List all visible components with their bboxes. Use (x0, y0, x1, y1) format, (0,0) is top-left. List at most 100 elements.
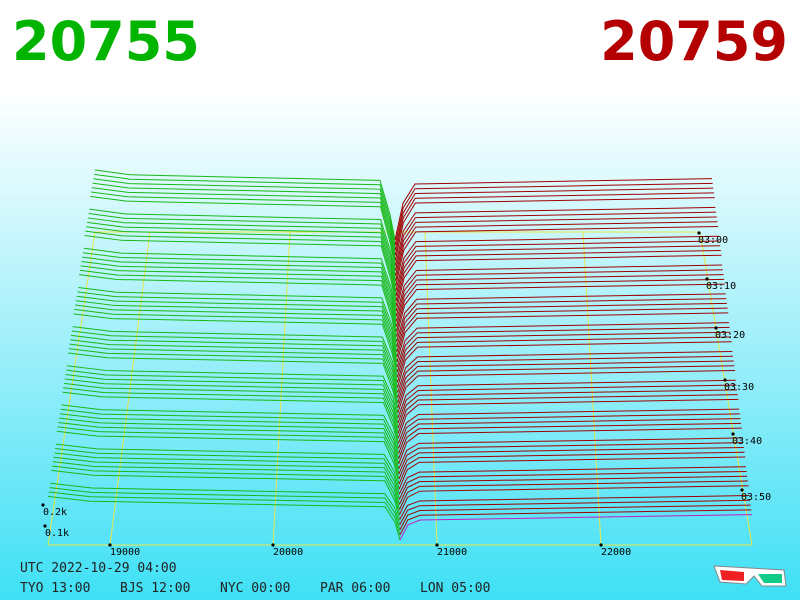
ask-ribbon (394, 192, 715, 256)
3d-glasses-icon (713, 565, 787, 587)
tick-dot (731, 432, 735, 436)
bid-ribbon (50, 482, 401, 525)
bid-ribbon (55, 447, 400, 495)
price-tick-label: 22000 (601, 547, 631, 558)
bid-ribbon (67, 352, 399, 413)
bid-ribbon (84, 235, 397, 307)
bid-ribbon (56, 430, 400, 485)
bid-ribbon (69, 343, 399, 403)
city-clock: TYO 13:00 (20, 581, 90, 596)
ask-ribbon (395, 250, 721, 307)
ask-ribbon (397, 398, 739, 439)
bid-ribbon (75, 304, 398, 368)
ask-ribbon (397, 370, 736, 414)
bid-ribbon (70, 339, 399, 398)
ask-ribbon (396, 341, 732, 388)
ask-ribbon (395, 274, 724, 327)
bid-ribbon (90, 191, 396, 266)
ask-ribbon (395, 240, 720, 297)
ask-ribbon (398, 456, 746, 490)
ask-ribbon (395, 235, 719, 291)
time-tick-label: 03:30 (724, 382, 754, 393)
grid-line (272, 231, 291, 546)
ask-ribbon (395, 221, 718, 281)
ask-ribbon (395, 264, 723, 317)
bid-ribbon (80, 265, 398, 332)
bid-ribbon (67, 365, 399, 419)
bid-ribbon (73, 313, 398, 378)
ask-ribbon (395, 269, 723, 322)
ask-ribbon (396, 302, 727, 352)
ask-ribbon (398, 475, 748, 505)
time-tick-label: 03:00 (698, 235, 728, 246)
bid-ribbon (54, 452, 400, 500)
bid-ribbon (83, 247, 397, 312)
ask-ribbon (395, 225, 719, 286)
time-tick-label: 03:10 (706, 281, 736, 292)
price-tick-label: 21000 (437, 547, 467, 558)
time-tick-label: 03:20 (715, 330, 745, 341)
bid-ribbon (85, 230, 397, 302)
ask-ribbon (399, 480, 748, 510)
ask-ribbon (394, 206, 716, 266)
bid-ribbon (86, 221, 397, 291)
tick-dot (714, 326, 718, 330)
ask-price: 20759 (600, 10, 788, 73)
ask-ribbon (399, 509, 752, 536)
ask-ribbon (399, 495, 750, 520)
ask-ribbon (397, 394, 738, 434)
bid-ribbon (79, 274, 398, 342)
bid-ribbon (78, 286, 398, 347)
tick-dot (599, 543, 603, 547)
bid-ribbon (63, 387, 399, 444)
ask-ribbon (396, 322, 729, 368)
ask-ribbon (398, 413, 740, 449)
bid-ribbon (82, 252, 397, 317)
tick-dot (697, 231, 701, 235)
tick-dot (740, 488, 744, 492)
ask-ribbon (394, 197, 715, 261)
grid-line (582, 231, 602, 546)
ask-ribbon (398, 451, 745, 485)
bid-ribbon (62, 391, 399, 449)
time-tick-label: 03:40 (732, 436, 762, 447)
ask-ribbon (396, 307, 728, 358)
bid-price: 20755 (12, 10, 200, 73)
ask-ribbon (399, 514, 753, 541)
bid-ribbon (65, 374, 399, 429)
tick-dot (41, 503, 45, 507)
tick-dot (108, 543, 112, 547)
bid-ribbon (88, 213, 397, 281)
bid-ribbon (57, 426, 400, 480)
bid-ribbon (81, 260, 397, 327)
tick-dot (43, 524, 47, 528)
axis-labels: 19000 20000 21000 22000 03:00 03:10 03:20 03:30… (41, 231, 771, 558)
ask-ribbon (396, 298, 727, 347)
bid-ribbon (91, 187, 396, 261)
city-clock: NYC 00:00 (220, 581, 290, 596)
bid-ribbon (89, 208, 397, 276)
bid-ribbon (94, 169, 396, 241)
ask-ribbon (397, 389, 738, 429)
city-clock: BJS 12:00 (120, 581, 190, 596)
ask-ribbon (394, 187, 714, 251)
ask-ribbon (397, 360, 734, 403)
tick-dot (723, 378, 727, 382)
bid-ribbon (47, 495, 401, 541)
tick-dot (271, 543, 275, 547)
price-tick-label: 20000 (273, 547, 303, 558)
ask-ribbon (398, 470, 747, 500)
bid-ribbon (53, 456, 400, 505)
bid-ribbon (59, 417, 400, 469)
bid-ribbon (60, 408, 400, 459)
ask-ribbon (397, 379, 736, 419)
depth-ribbons (47, 169, 753, 541)
bid-ribbon (48, 491, 401, 536)
ask-ribbon (399, 499, 750, 525)
ask-ribbon (398, 466, 746, 495)
bid-ribbon (76, 295, 398, 358)
bid-ribbon (74, 308, 398, 373)
ask-ribbon (394, 178, 713, 241)
ask-ribbon (395, 211, 717, 271)
